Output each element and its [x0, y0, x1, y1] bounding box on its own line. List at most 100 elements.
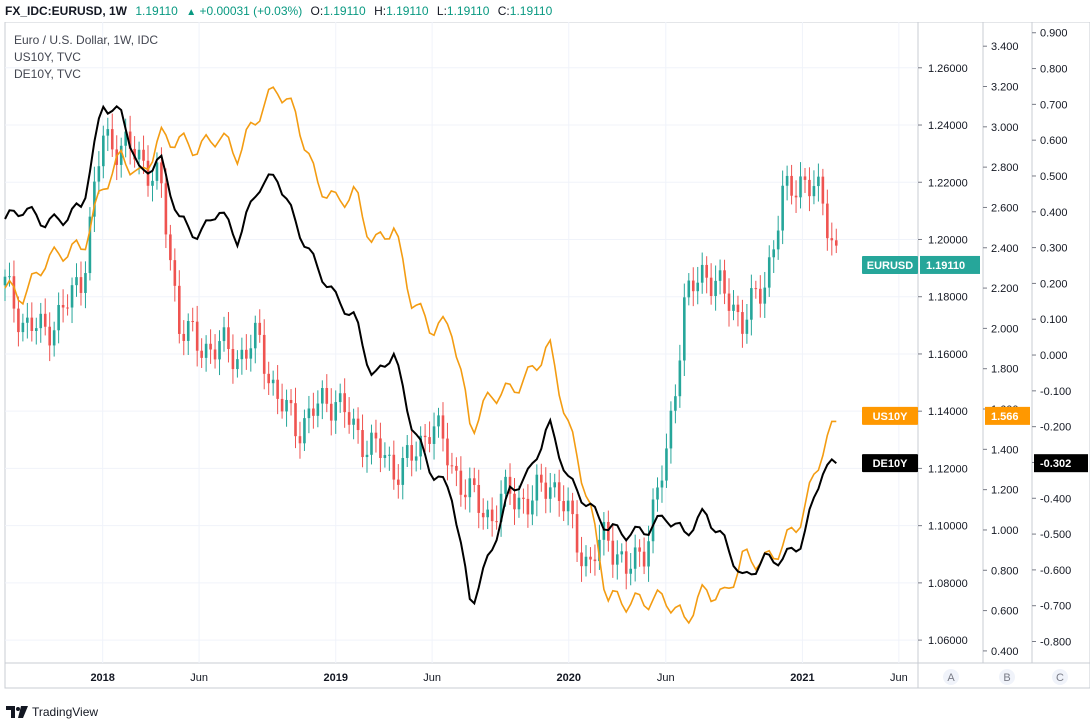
candle-body: [776, 230, 780, 250]
candle-body: [441, 415, 445, 439]
candle-body: [155, 162, 159, 181]
change-up-icon: ▲: [186, 7, 197, 18]
eurusd-name-badge[interactable]: [862, 255, 918, 274]
axis-c-label[interactable]: C: [1056, 672, 1064, 684]
candle-body: [486, 509, 489, 518]
candle-body: [3, 276, 7, 286]
de10y-name-badge[interactable]: [862, 454, 918, 473]
price-axis-a[interactable]: [917, 22, 984, 664]
candle-body: [338, 393, 342, 403]
candle-body: [258, 322, 262, 335]
us10y-tick-label: 1.800: [991, 364, 1019, 376]
time-tick-label: 2018: [90, 672, 114, 684]
candle-body: [464, 494, 467, 498]
candle-body: [75, 277, 78, 286]
price-axis-b[interactable]: [982, 22, 1033, 664]
eurusd-tick-label: 1.14000: [928, 406, 968, 418]
candle-body: [43, 313, 47, 327]
candle-body: [57, 304, 60, 331]
time-tick-label: 2019: [323, 672, 347, 684]
candle-body: [370, 432, 373, 455]
candle-body: [620, 551, 624, 555]
us10y-value-text: 1.566: [991, 411, 1019, 423]
legend-main[interactable]: Euro / U.S. Dollar, 1W, IDC: [14, 33, 158, 47]
candle-body: [213, 349, 217, 360]
eurusd-value-badge: [920, 255, 980, 274]
eurusd-tick-label: 1.26000: [928, 63, 968, 75]
candle-body: [557, 482, 561, 502]
axis-c-circle[interactable]: [1052, 669, 1068, 685]
candle-body: [289, 399, 293, 404]
axis-a-label[interactable]: A: [947, 672, 955, 684]
tradingview-brand[interactable]: TradingView: [6, 703, 98, 721]
candle-body: [718, 270, 722, 281]
eurusd-tick-label: 1.24000: [928, 120, 968, 132]
candle-body: [110, 129, 114, 150]
candle-body: [267, 373, 270, 384]
us10y-name-badge[interactable]: [862, 406, 918, 425]
de10y-tick-label: -0.600: [1040, 565, 1071, 577]
price-change: +0.00031 (+0.03%): [199, 4, 303, 18]
de10y-tick-label: -0.700: [1040, 601, 1071, 613]
candle-body: [93, 181, 96, 217]
tradingview-logo-icon: [6, 706, 28, 718]
candle-body: [812, 186, 816, 197]
price-axis-c[interactable]: [1031, 22, 1090, 664]
candle-body: [459, 470, 463, 495]
low-value: 1.19110: [446, 4, 490, 18]
eurusd-tick-label: 1.12000: [928, 463, 968, 475]
us10y-tick-label: 1.000: [991, 525, 1019, 537]
candle-body: [575, 514, 579, 553]
candle-body: [160, 162, 163, 184]
de10y-tick-label: -0.200: [1040, 422, 1071, 434]
legend-de10y[interactable]: DE10Y, TVC: [14, 67, 81, 81]
candle-body: [84, 273, 87, 293]
candle-body: [638, 547, 641, 552]
candle-body: [61, 304, 65, 308]
candle-body: [450, 465, 454, 467]
candle-body: [727, 293, 731, 311]
candle-body: [356, 418, 360, 431]
candle-body: [209, 343, 212, 350]
candle-body: [200, 350, 203, 358]
candle-body: [88, 216, 92, 274]
candle-body: [499, 493, 503, 522]
de10y-tick-label: 0.000: [1040, 350, 1068, 362]
candle-body: [580, 552, 583, 567]
eurusd-tick-label: 1.10000: [928, 521, 968, 533]
candle-body: [303, 418, 306, 444]
candle-body: [455, 465, 458, 471]
candle-body: [218, 341, 221, 360]
candle-body: [334, 402, 338, 421]
candle-body: [669, 410, 673, 449]
time-axis[interactable]: [4, 662, 919, 689]
candle-body: [383, 455, 387, 458]
candle-body: [481, 512, 485, 518]
candle-body: [343, 393, 346, 413]
candle-body: [700, 264, 704, 283]
candle-body: [294, 403, 297, 437]
de10y-value-badge: [1034, 454, 1088, 473]
candle-body: [540, 474, 543, 483]
legend-us10y[interactable]: US10Y, TVC: [14, 50, 81, 64]
candle-body: [307, 408, 311, 419]
time-tick-label: Jun: [423, 672, 441, 684]
candle-body: [803, 176, 807, 180]
de10y-tick-label: 0.400: [1040, 207, 1068, 219]
price-chart[interactable]: 1.26000 1.24000 1.22000 1.20000 1.18000 1.160…: [0, 22, 1090, 702]
de10y-name-text: DE10Y: [873, 458, 909, 470]
eurusd-tick-label: 1.16000: [928, 349, 968, 361]
candle-body: [30, 317, 34, 331]
candle-body: [17, 308, 20, 333]
candle-body: [548, 487, 552, 499]
eurusd-name-text: EURUSD: [867, 260, 914, 272]
candle-body: [186, 321, 190, 341]
us10y-tick-label: 1.200: [991, 485, 1019, 497]
symbol-name[interactable]: FX_IDC:EURUSD, 1W: [5, 4, 128, 18]
plot-area[interactable]: [4, 22, 919, 664]
axis-b-label[interactable]: B: [1003, 672, 1010, 684]
close-value: 1.19110: [509, 4, 553, 18]
time-tick-label: Jun: [890, 672, 908, 684]
axis-b-circle[interactable]: [999, 669, 1015, 685]
axis-a-circle[interactable]: [943, 669, 959, 685]
